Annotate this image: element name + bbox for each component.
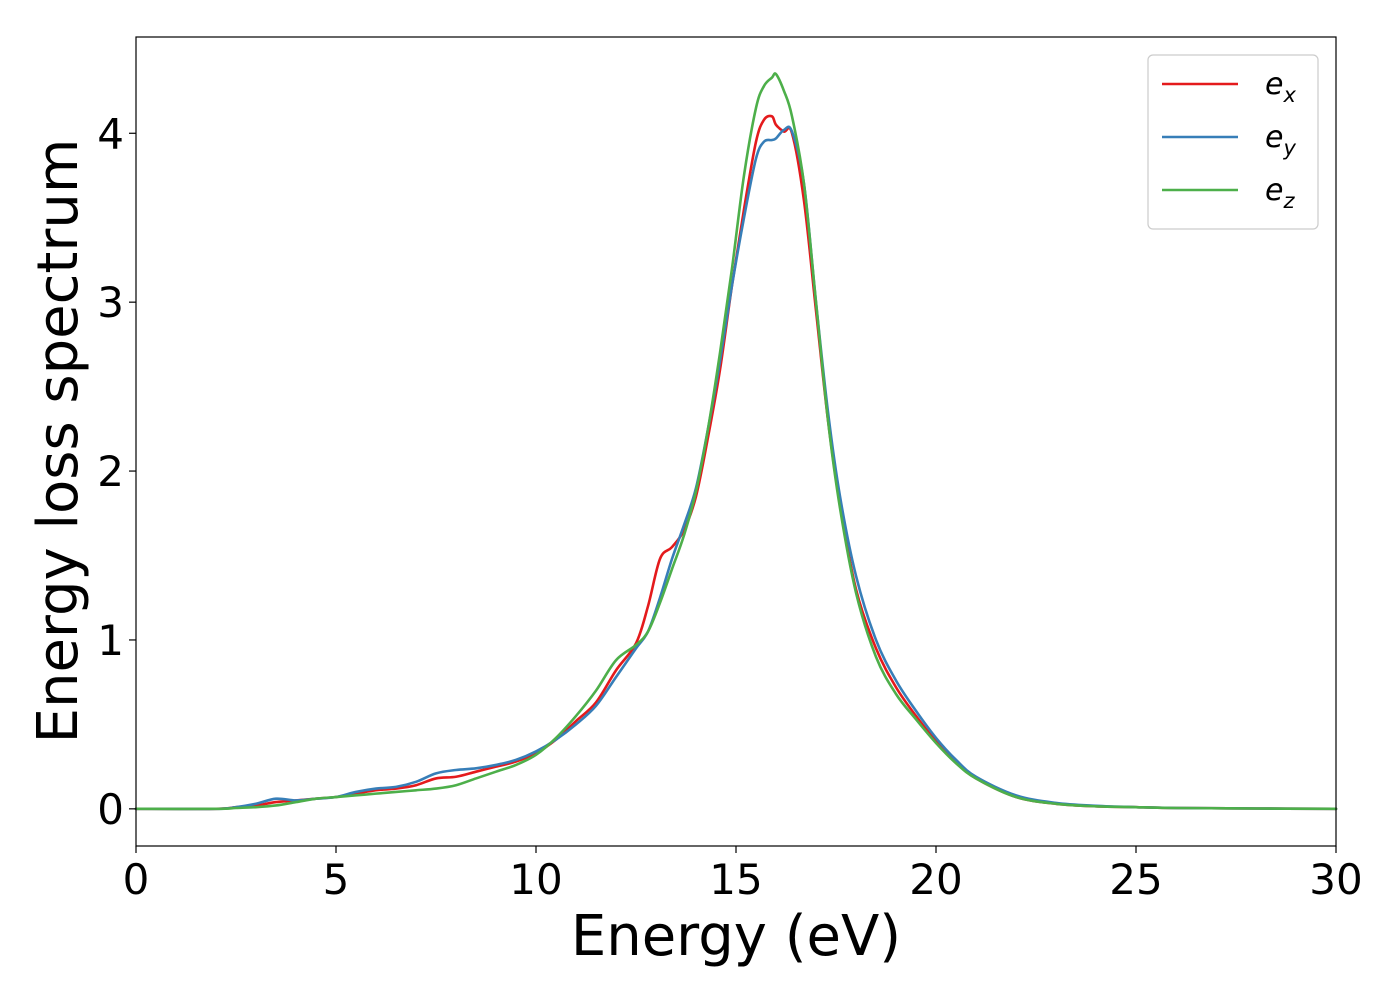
x-axis: 0 5 10 15 20 25 30 xyxy=(123,846,1363,904)
legend-label-ex: ex xyxy=(1265,67,1296,107)
y-tick-label: 4 xyxy=(97,109,124,158)
x-tick-label: 30 xyxy=(1309,855,1362,904)
series-lines xyxy=(134,72,1338,811)
x-tick-label: 5 xyxy=(323,855,350,904)
x-tick-label: 25 xyxy=(1109,855,1162,904)
y-tick-label: 1 xyxy=(97,616,124,665)
x-tick-label: 0 xyxy=(123,855,150,904)
x-axis-label: Energy (eV) xyxy=(571,904,901,969)
y-tick-label: 3 xyxy=(97,278,124,327)
y-tick-label: 2 xyxy=(97,447,124,496)
legend-box xyxy=(1147,54,1319,230)
legend-label-ey: ey xyxy=(1265,120,1296,160)
y-axis: 0 1 2 3 4 xyxy=(97,109,136,834)
y-tick-label: 0 xyxy=(97,785,124,834)
x-tick-label: 15 xyxy=(709,855,762,904)
x-tick-label: 20 xyxy=(909,855,962,904)
series-line-ez xyxy=(134,72,1338,811)
x-tick-label: 10 xyxy=(509,855,562,904)
y-axis-label: Energy loss spectrum xyxy=(26,139,91,744)
